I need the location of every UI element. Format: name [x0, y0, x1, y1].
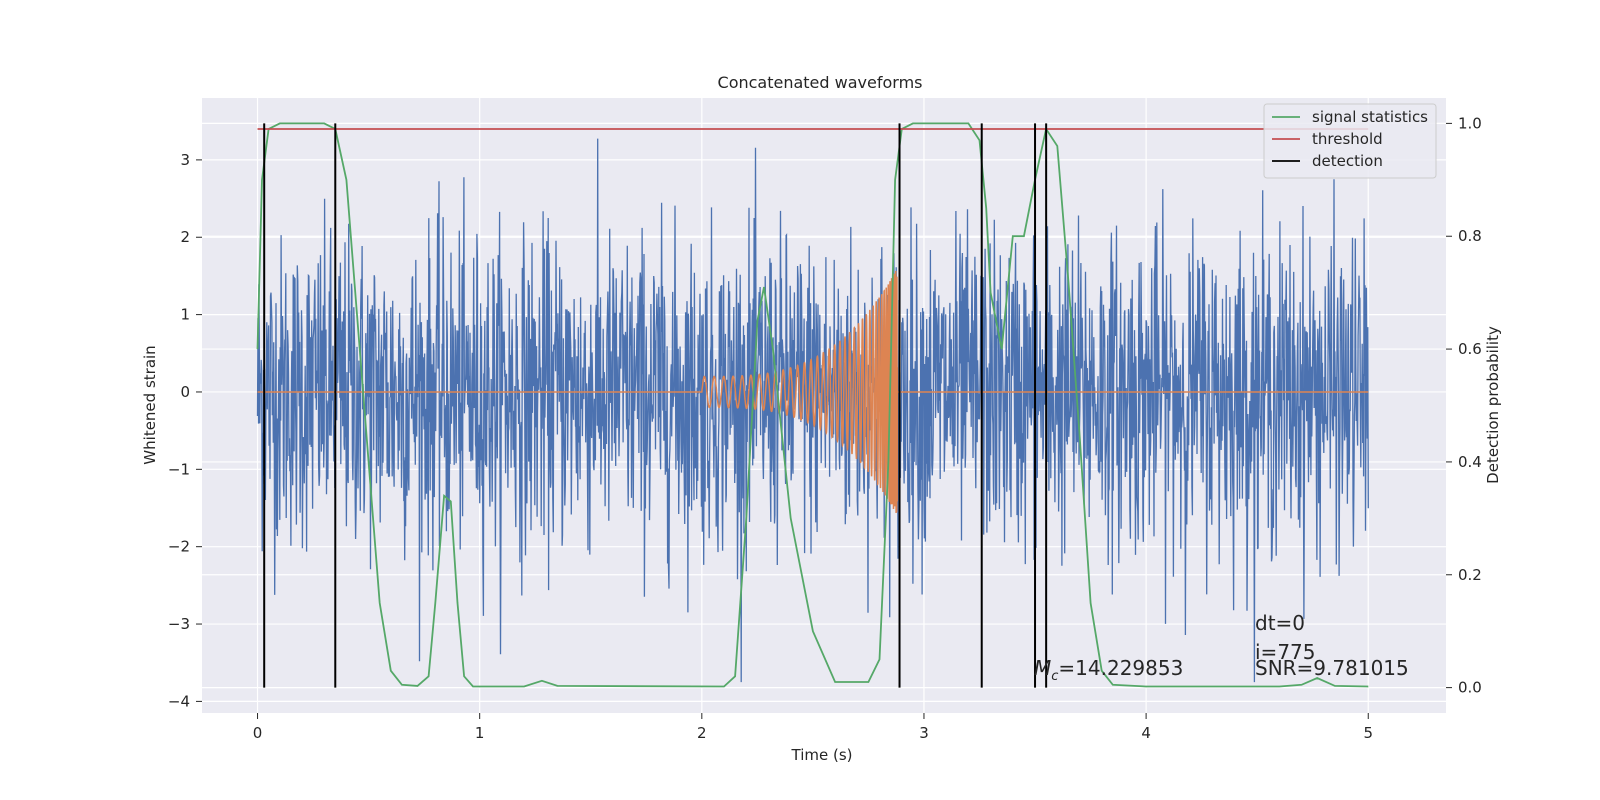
- y-tick-label: −1: [168, 460, 190, 478]
- y-axis-right: 0.0 0.2 0.4 0.6 0.8 1.0: [1446, 114, 1482, 696]
- x-axis-label: Time (s): [791, 746, 853, 764]
- annotation-snr: SNR=9.781015: [1255, 656, 1409, 680]
- x-tick-label: 1: [475, 724, 485, 742]
- x-tick-label: 4: [1141, 724, 1151, 742]
- y2-tick-label: 0.8: [1458, 227, 1482, 245]
- y-tick-label: −4: [168, 692, 190, 710]
- y2-tick-label: 1.0: [1458, 114, 1482, 132]
- y-tick-label: 3: [180, 151, 190, 169]
- annotation-dt: dt=0: [1255, 611, 1305, 635]
- x-tick-label: 3: [919, 724, 929, 742]
- y-tick-label: 0: [180, 383, 190, 401]
- x-tick-label: 5: [1363, 724, 1373, 742]
- y2-tick-label: 0.0: [1458, 679, 1482, 697]
- x-tick-label: 0: [253, 724, 263, 742]
- y2-tick-label: 0.4: [1458, 453, 1482, 471]
- y2-tick-label: 0.6: [1458, 340, 1482, 358]
- legend-label-signal-statistics: signal statistics: [1312, 108, 1428, 126]
- y-tick-label: −2: [168, 538, 190, 556]
- y-tick-label: 1: [180, 306, 190, 324]
- chart-title: Concatenated waveforms: [718, 73, 923, 92]
- y-tick-label: −3: [168, 615, 190, 633]
- y-axis-left: −4 −3 −2 −1 0 1 2 3: [168, 151, 202, 711]
- legend-label-threshold: threshold: [1312, 130, 1383, 148]
- x-axis: 0 1 2 3 4 5: [253, 713, 1373, 742]
- y2-tick-label: 0.2: [1458, 566, 1482, 584]
- x-tick-label: 2: [697, 724, 707, 742]
- legend: signal statistics threshold detection: [1264, 104, 1436, 178]
- legend-label-detection: detection: [1312, 152, 1383, 170]
- chart: 0 1 2 3 4 5 −4 −3 −2 −1 0 1 2 3 0.0 0.2 0.4 0.6 0.8 1.0 C…: [0, 0, 1600, 800]
- y2-axis-label: Detection probability: [1484, 326, 1502, 484]
- y-axis-label: Whitened strain: [141, 345, 159, 464]
- y-tick-label: 2: [180, 228, 190, 246]
